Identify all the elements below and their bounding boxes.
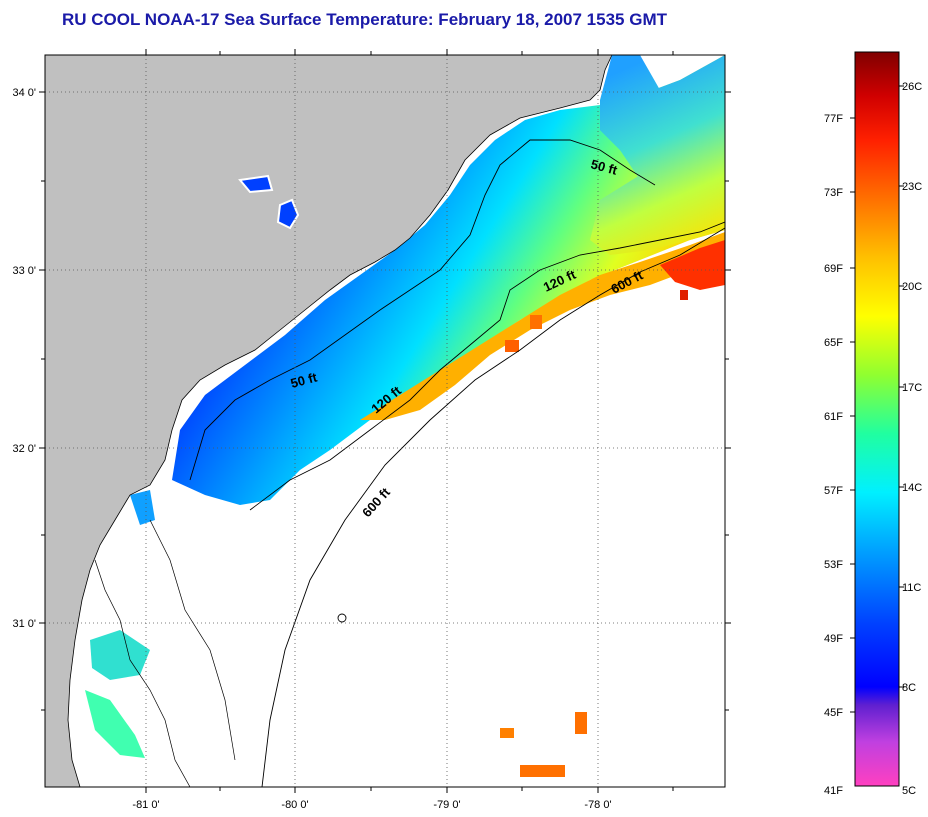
contour-120ft [249, 221, 725, 511]
seamount-contour [337, 613, 347, 623]
sst-patch [530, 315, 542, 329]
lon-label: -81 0' [132, 799, 159, 811]
sst-patch [505, 340, 519, 352]
lat-label: 31 0' [12, 618, 36, 630]
sst-south-patch [85, 690, 145, 758]
sst-patch [520, 765, 565, 777]
contour-600ft [261, 227, 725, 787]
coast-detail [149, 519, 236, 761]
lat-label: 32 0' [12, 443, 36, 455]
map-frame [44, 54, 726, 788]
contour-50ft [189, 139, 656, 481]
cape-fear-sound [600, 55, 660, 180]
frame-ticks [39, 49, 731, 793]
lon-label: -79 0' [433, 799, 460, 811]
graticule [45, 55, 725, 787]
lon-label: -78 0' [584, 799, 611, 811]
contour-label: 50 ft [289, 369, 319, 391]
sst-patch [680, 290, 688, 300]
sst-patch [500, 728, 514, 738]
land-mass [45, 55, 613, 787]
sst-swath [172, 55, 725, 505]
sst-gulfstream-edge [660, 240, 725, 290]
lon-label: -80 0' [281, 799, 308, 811]
sst-warm-offshore [360, 232, 725, 420]
contour-label: 50 ft [589, 156, 619, 178]
inland-lake [238, 174, 274, 194]
lat-label: 34 0' [12, 87, 36, 99]
inland-lake [276, 198, 300, 230]
coast-detail [94, 559, 191, 787]
lat-label: 33 0' [12, 265, 36, 277]
sst-patch [575, 712, 587, 734]
sst-south-patch [130, 490, 155, 525]
map-title: RU COOL NOAA-17 Sea Surface Temperature:… [62, 10, 667, 29]
map-area: 50 ft 50 ft 120 ft 120 ft 600 ft 600 ft [45, 55, 725, 787]
